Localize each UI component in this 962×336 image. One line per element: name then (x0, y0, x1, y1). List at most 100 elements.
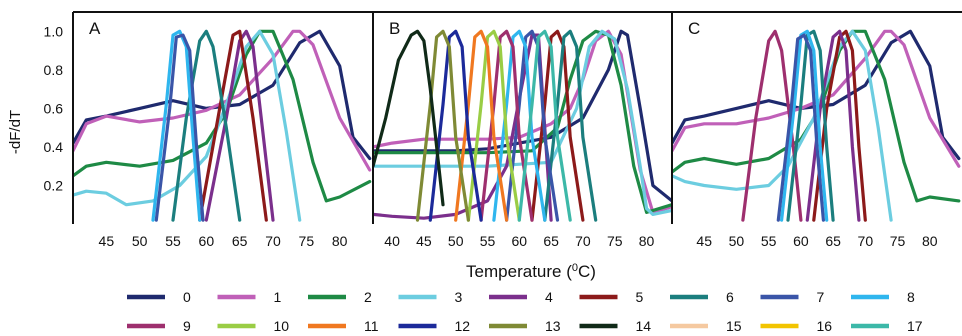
legend-item-0: 0 (127, 289, 191, 305)
x-tick-label: 75 (890, 233, 906, 249)
series-5-line (530, 29, 585, 222)
x-tick-label: 80 (332, 233, 348, 249)
x-tick-label: 70 (858, 233, 874, 249)
series-layer (73, 29, 372, 222)
x-tick-label: 55 (761, 233, 777, 249)
series-3-line (672, 29, 893, 222)
series-6-line (171, 29, 242, 222)
legend-item-3: 3 (398, 289, 463, 305)
y-tick-label: 0.4 (44, 139, 64, 155)
legend-label: 3 (455, 289, 463, 305)
series-9-line (479, 29, 534, 222)
series-5-line (812, 29, 867, 222)
panel-a: A 45 50 55 60 65 70 75 80 0.2 0.4 0.6 0.8 1.0 (44, 11, 373, 249)
x-tick-label: 45 (696, 233, 712, 249)
legend-label: 9 (183, 318, 191, 334)
legend-item-11: 11 (308, 318, 379, 334)
x-tick-label: 45 (416, 233, 432, 249)
legend-label: 0 (183, 289, 191, 305)
legend-label: 8 (907, 289, 915, 305)
series-4-line (805, 29, 861, 222)
legend-item-2: 2 (308, 289, 372, 305)
series-7-line (505, 29, 560, 222)
legend-item-13: 13 (489, 318, 561, 334)
legend-item-7: 7 (760, 289, 825, 305)
series-13-line (415, 29, 470, 222)
legend-item-16: 16 (760, 318, 833, 334)
series-6-line (543, 29, 598, 222)
series-8-line (151, 29, 202, 222)
x-tick-label: 70 (265, 233, 281, 249)
x-tick-label: 75 (607, 233, 623, 249)
series-5-line (198, 29, 268, 222)
series-7-line (154, 33, 205, 222)
x-tick-label: 55 (480, 233, 496, 249)
legend-label: 10 (274, 318, 290, 334)
series-1-line (73, 29, 372, 172)
legend-label: 2 (364, 289, 372, 305)
x-tick-label: 55 (165, 233, 181, 249)
degree-superscript: 0 (572, 262, 578, 274)
legend-label: 4 (545, 289, 553, 305)
x-tick-label: 65 (825, 233, 841, 249)
legend-item-10: 10 (217, 318, 290, 334)
series-8-line (780, 29, 829, 222)
legend-label: 12 (455, 318, 471, 334)
panel-label: C (688, 19, 700, 38)
legend-item-4: 4 (489, 289, 553, 305)
legend-item-17: 17 (851, 318, 923, 334)
series-17-line (517, 29, 572, 222)
series-1-line (672, 29, 961, 168)
series-4-line (204, 29, 275, 222)
legend-item-14: 14 (579, 318, 651, 334)
panel-c: C 45 50 55 60 65 70 75 80 (671, 11, 962, 249)
legend-label: 5 (636, 289, 644, 305)
x-tick-label: 50 (448, 233, 464, 249)
legend-label: 1 (274, 289, 282, 305)
legend-label: 13 (545, 318, 561, 334)
series-6-line (786, 29, 835, 222)
series-12-line (428, 29, 483, 222)
x-tick-label: 80 (922, 233, 938, 249)
legend-item-8: 8 (851, 289, 915, 305)
y-tick-label: 0.8 (44, 62, 64, 78)
series-0-line (672, 29, 961, 161)
legend-label: 11 (364, 318, 379, 334)
x-tick-label: 65 (543, 233, 559, 249)
y-tick-label: 1.0 (44, 23, 64, 39)
x-tick-label: 65 (232, 233, 248, 249)
plots-layer: A 45 50 55 60 65 70 75 80 0.2 0.4 0.6 0.8 1.0 B 40 45 50 5… (44, 11, 962, 249)
series-2-line (73, 29, 372, 203)
x-axis-label: Temperature (0C) (466, 262, 596, 281)
legend: 0 1 2 3 4 5 6 7 89 10 11 12 13 14 15 16 17 (127, 289, 923, 334)
series-14-line (373, 29, 445, 207)
legend-item-12: 12 (398, 318, 471, 334)
legend-item-6: 6 (670, 289, 734, 305)
x-tick-label: 70 (575, 233, 591, 249)
series-layer (672, 29, 961, 222)
series-3-line (73, 29, 302, 222)
panel-label: A (89, 19, 101, 38)
panel-b: B 40 45 50 55 60 65 70 75 80 (372, 11, 673, 249)
x-tick-label: 60 (793, 233, 809, 249)
x-tick-label: 45 (99, 233, 115, 249)
x-tick-label: 60 (512, 233, 528, 249)
legend-item-5: 5 (579, 289, 644, 305)
x-tick-label: 60 (199, 233, 215, 249)
panel-label: B (389, 19, 400, 38)
x-tick-label: 50 (729, 233, 745, 249)
series-8-line (492, 29, 547, 222)
y-axis-label: -dF/dT (7, 110, 24, 154)
legend-label: 16 (817, 318, 833, 334)
y-tick-label: 0.6 (44, 100, 64, 116)
series-10-line (466, 29, 521, 222)
x-tick-label: 50 (132, 233, 148, 249)
legend-label: 6 (726, 289, 734, 305)
legend-label: 15 (726, 318, 742, 334)
x-tick-label: 75 (299, 233, 315, 249)
legend-item-15: 15 (670, 318, 742, 334)
legend-item-1: 1 (217, 289, 282, 305)
series-7-line (776, 33, 825, 222)
x-tick-label: 80 (639, 233, 655, 249)
